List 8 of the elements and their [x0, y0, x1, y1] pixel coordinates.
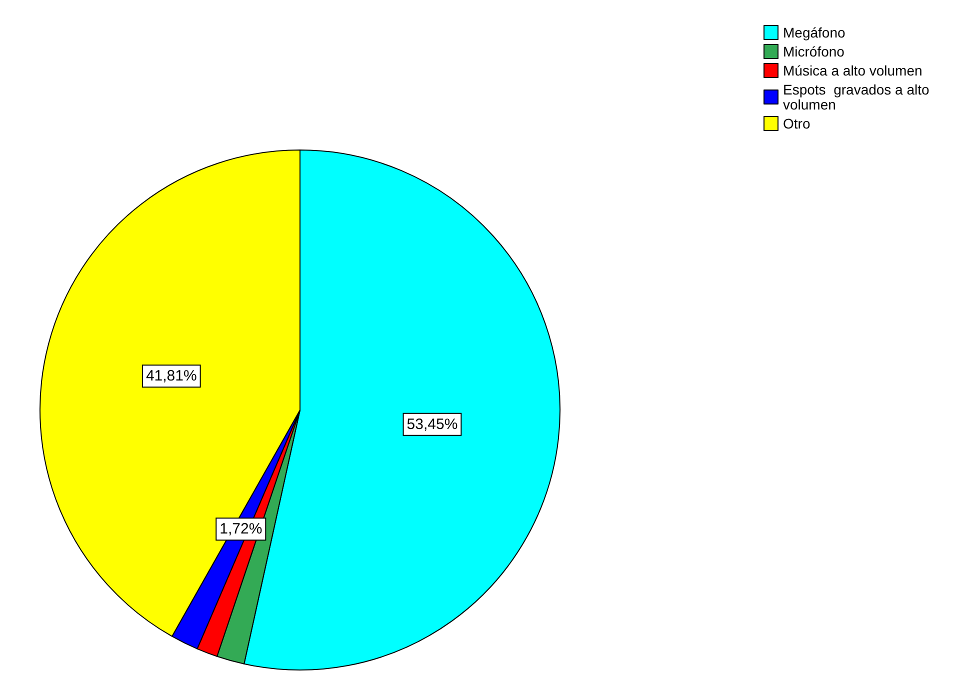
- data-label: 1,72%: [220, 520, 262, 538]
- data-label: 53,45%: [406, 416, 458, 433]
- legend-label: Espots gravados a alto volumen: [783, 82, 934, 112]
- legend-label: Megáfono: [783, 24, 846, 40]
- data-label: 41,81%: [146, 368, 197, 385]
- legend-label: Otro: [783, 116, 810, 132]
- legend-label: Micrófono: [783, 44, 845, 60]
- legend-label: Música a alto volumen: [783, 62, 922, 78]
